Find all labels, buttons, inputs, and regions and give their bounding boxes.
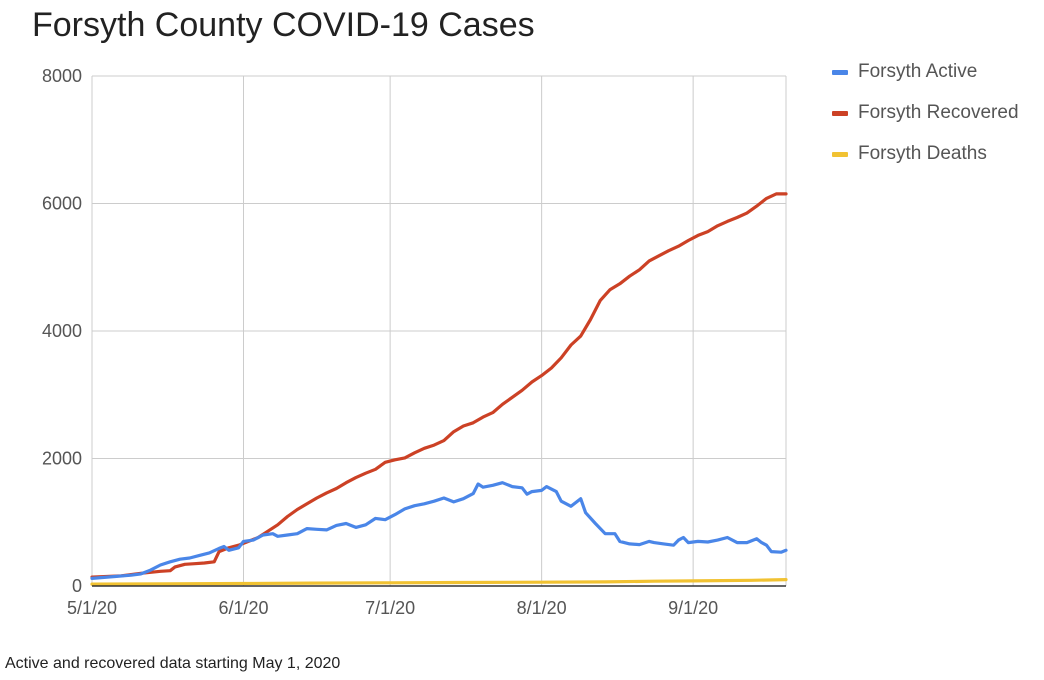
- x-tick-label: 8/1/20: [517, 598, 567, 618]
- axes: 0 2000 4000 6000 8000 5/1/20 6/1/20 7/1/20 8/1/2…: [42, 66, 786, 618]
- x-tick-label: 9/1/20: [668, 598, 718, 618]
- series-line-forsyth-deaths: [90, 577, 788, 586]
- legend-item: Forsyth Active: [832, 61, 1019, 82]
- y-tick-label: 0: [72, 576, 82, 596]
- legend-swatch: [832, 69, 848, 75]
- series-lines: [90, 192, 788, 586]
- x-tick-label: 7/1/20: [365, 598, 415, 618]
- legend: Forsyth Active Forsyth Recovered Forsyth D…: [832, 61, 1019, 185]
- grid-lines: [91, 75, 787, 586]
- legend-swatch: [832, 151, 848, 157]
- legend-swatch: [832, 110, 848, 116]
- x-tick-label: 5/1/20: [67, 598, 117, 618]
- chart-title: Forsyth County COVID-19 Cases: [32, 6, 535, 44]
- legend-label: Forsyth Deaths: [858, 143, 987, 164]
- y-tick-label: 2000: [42, 449, 82, 469]
- y-tick-label: 4000: [42, 321, 82, 341]
- legend-item: Forsyth Deaths: [832, 143, 1019, 164]
- legend-label: Forsyth Active: [858, 61, 978, 82]
- chart-caption: Active and recovered data starting May 1…: [5, 655, 341, 672]
- series-line-forsyth-active: [90, 481, 788, 581]
- y-tick-label: 6000: [42, 194, 82, 214]
- y-tick-label: 8000: [42, 66, 82, 86]
- x-tick-label: 6/1/20: [218, 598, 268, 618]
- legend-label: Forsyth Recovered: [858, 102, 1019, 123]
- series-line-forsyth-recovered: [90, 192, 788, 579]
- legend-item: Forsyth Recovered: [832, 102, 1019, 123]
